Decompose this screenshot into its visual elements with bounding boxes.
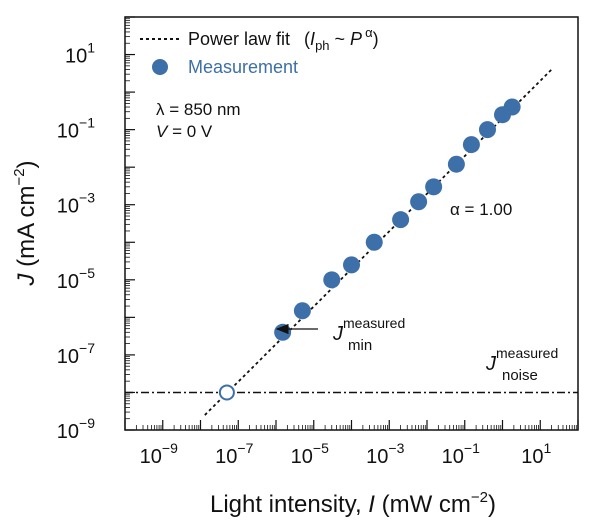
- measurement-point: [478, 121, 496, 139]
- measurement-point: [343, 256, 360, 274]
- measurement-point: [365, 233, 383, 251]
- y-tick-label: 10−3: [57, 190, 95, 218]
- y-tick-label: 10−1: [57, 115, 95, 143]
- measurement-point: [392, 211, 410, 229]
- measurement-point: [447, 155, 465, 173]
- x-axis-title: Light intensity, I (mW cm−2): [210, 489, 496, 518]
- voltage-annotation: V = 0 V: [156, 122, 213, 141]
- measurement-point: [410, 193, 428, 211]
- y-tick-label: 101: [65, 40, 95, 68]
- x-tick-label: 101: [521, 440, 551, 468]
- legend-measurement-label: Measurement: [188, 57, 298, 77]
- alpha-annotation: α = 1.00: [450, 200, 512, 219]
- legend-measurement-swatch: [152, 59, 168, 75]
- measurement-point: [274, 323, 292, 341]
- x-tick-label: 10−9: [140, 440, 178, 468]
- measurement-point: [503, 98, 521, 116]
- x-tick-label: 10−7: [215, 440, 253, 468]
- jnoise-annotation: Jmeasured noise: [485, 345, 558, 384]
- wavelength-annotation: λ = 850 nm: [156, 100, 241, 119]
- x-tick-label: 10−3: [366, 440, 404, 468]
- measurement-point: [323, 271, 341, 289]
- noise-point: [218, 384, 235, 401]
- measurement-point: [462, 136, 480, 154]
- y-axis-title: J (mA cm−2): [11, 160, 40, 286]
- y-tick-label: 10−5: [57, 265, 95, 293]
- x-axis: 10−9 10−7 10−5 10−3 10−1 101: [124, 420, 579, 468]
- x-tick-label: 10−5: [291, 440, 329, 468]
- x-tick-label: 10−1: [442, 440, 480, 468]
- jmin-annotation: Jmeasured min: [332, 315, 405, 354]
- measurement-point: [425, 178, 443, 196]
- y-tick-label: 10−7: [57, 340, 95, 368]
- measurement-series: [274, 98, 521, 341]
- y-tick-label: 10−9: [57, 415, 95, 443]
- measurement-point: [293, 302, 311, 320]
- y-axis: 10−9 10−7 10−5 10−3 10−1 101: [57, 16, 135, 443]
